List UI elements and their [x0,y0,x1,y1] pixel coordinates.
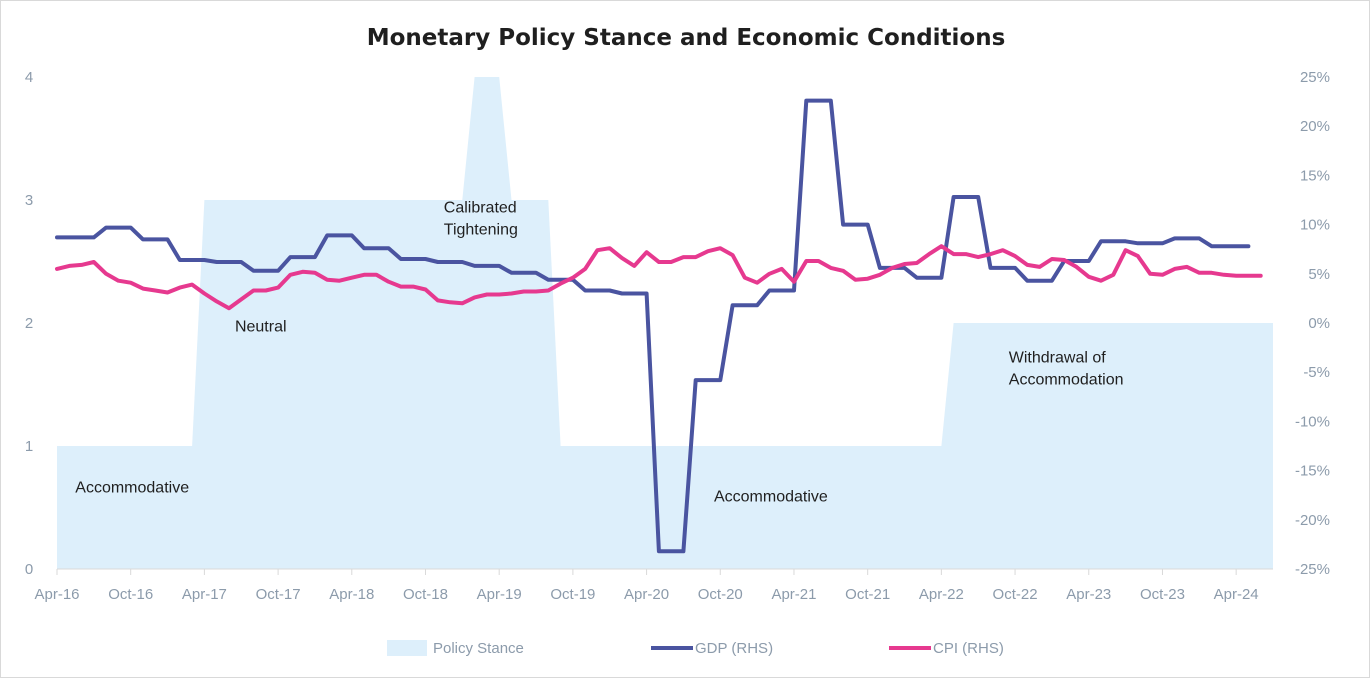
left-tick-label: 2 [25,315,33,332]
x-tick-label: Oct-17 [256,586,301,603]
left-tick-label: 4 [25,69,33,86]
stance-annotation: Neutral [235,319,287,336]
x-tick-label: Oct-20 [698,586,743,603]
x-tick-label: Oct-16 [108,586,153,603]
right-tick-label: -25% [1295,561,1330,578]
x-tick-label: Oct-21 [845,586,890,603]
right-tick-label: -5% [1303,364,1330,381]
policy-stance-area-layer [57,77,1273,569]
gdp-series-line [55,98,1251,554]
x-tick-label: Oct-23 [1140,586,1185,603]
annotations-layer: Accommodative Neutral Calibrated Tightening… [75,199,1123,505]
legend-label: CPI (RHS) [933,640,1004,657]
right-tick-label: 5% [1308,266,1330,283]
right-tick-label: 10% [1300,217,1330,234]
legend-item-gdp: GDP (RHS) [651,640,773,657]
x-tick-label: Oct-22 [993,586,1038,603]
legend-label: GDP (RHS) [695,640,773,657]
right-tick-label: -10% [1295,413,1330,430]
stance-annotation: Accommodative [714,488,828,505]
right-tick-label: 15% [1300,167,1330,184]
left-tick-label: 0 [25,561,33,578]
x-tick-label: Apr-21 [771,586,816,603]
x-tick-label: Apr-20 [624,586,669,603]
right-tick-label: 20% [1300,118,1330,135]
cpi-series-line [55,244,1263,311]
x-tick-label: Apr-22 [919,586,964,603]
x-tick-label: Apr-18 [329,586,374,603]
stance-annotation: Accommodative [75,480,189,497]
stance-annotation: Calibrated Tightening [444,199,518,238]
x-tick-label: Oct-18 [403,586,448,603]
x-tick-label: Apr-16 [34,586,79,603]
left-axis: 0 1 2 3 4 [25,69,33,578]
x-axis: Apr-16 Oct-16 Apr-17 Oct-17 Apr-18 Oct-18 Apr-… [34,568,1273,603]
right-tick-label: -15% [1295,463,1330,480]
legend-label: Policy Stance [433,640,524,657]
policy-stance-area [57,77,1273,569]
stance-annotation: Withdrawal of Accommodation [1009,349,1124,388]
left-tick-label: 1 [25,438,33,455]
x-tick-label: Apr-17 [182,586,227,603]
legend-item-cpi: CPI (RHS) [889,640,1004,657]
right-tick-label: -20% [1295,512,1330,529]
right-axis: 25% 20% 15% 10% 5% 0% -5% -10% -15% -20% -25% [1295,69,1330,578]
legend-swatch [387,640,427,656]
x-tick-label: Apr-19 [477,586,522,603]
legend-item-policy-stance: Policy Stance [387,640,524,657]
x-tick-label: Apr-24 [1214,586,1259,603]
right-tick-label: 25% [1300,69,1330,86]
x-tick-label: Oct-19 [550,586,595,603]
chart-title: Monetary Policy Stance and Economic Cond… [367,25,1006,51]
x-tick-label: Apr-23 [1066,586,1111,603]
legend: Policy Stance GDP (RHS) CPI (RHS) [387,640,1004,657]
left-tick-label: 3 [25,192,33,209]
line-series-layer [55,98,1263,554]
right-tick-label: 0% [1308,315,1330,332]
